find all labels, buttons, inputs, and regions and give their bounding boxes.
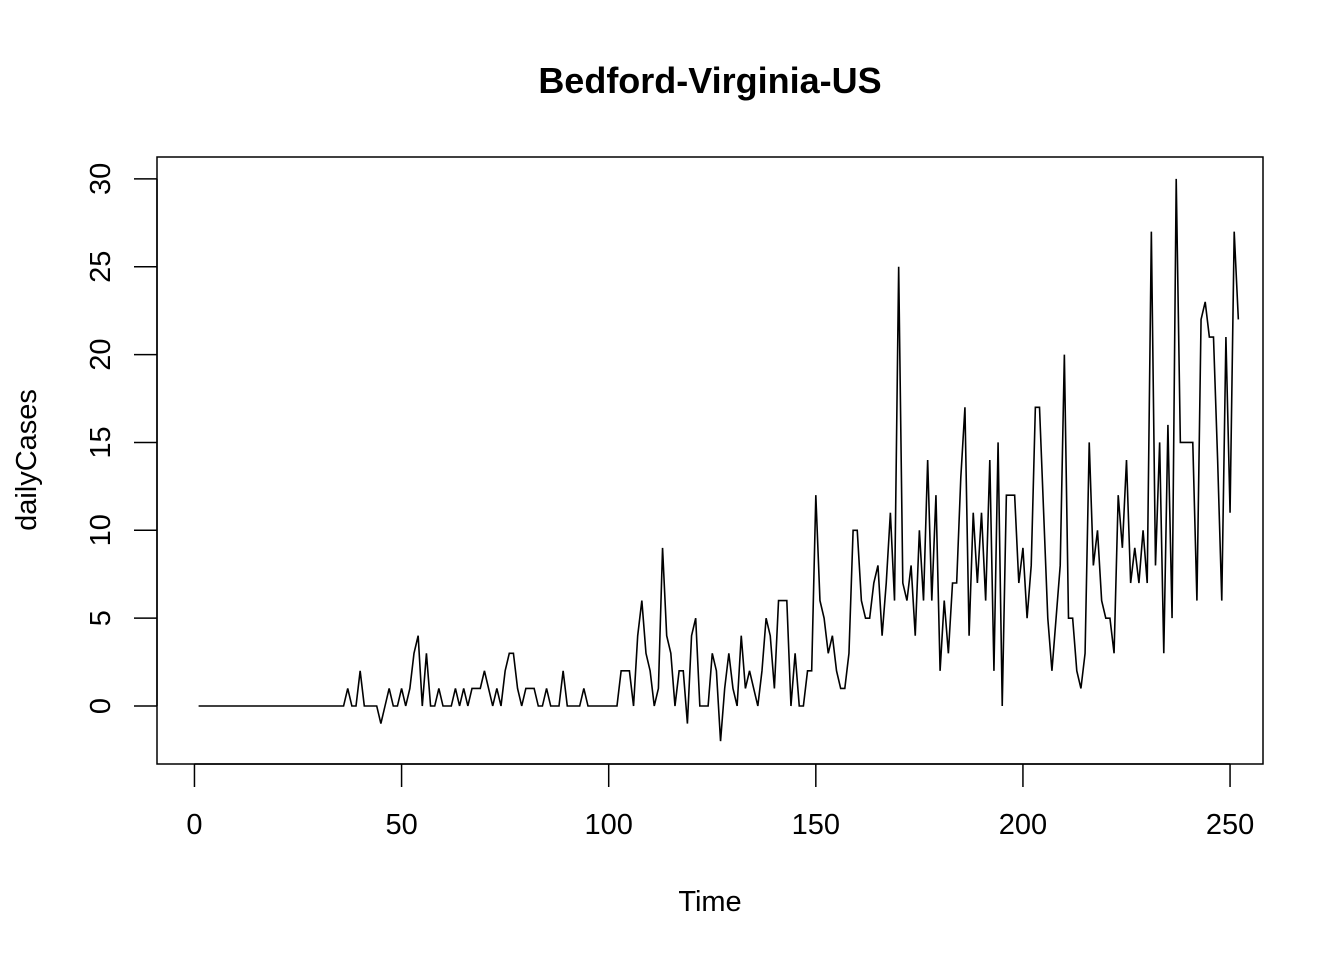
x-tick-label: 50	[385, 809, 417, 841]
x-tick-label: 250	[1206, 809, 1254, 841]
y-tick-label: 25	[85, 251, 117, 283]
y-axis-label: dailyCases	[11, 389, 43, 531]
y-tick-label: 15	[85, 426, 117, 458]
x-axis-label: Time	[678, 886, 741, 918]
y-tick-label: 10	[85, 514, 117, 546]
y-axis: 0 5 10 15 20 25 30	[85, 163, 158, 714]
y-tick-label: 0	[85, 698, 117, 714]
chart-title: Bedford-Virginia-US	[538, 60, 881, 101]
series-line	[198, 178, 1240, 742]
x-axis: 0 50 100 150 200 250	[186, 763, 1254, 841]
y-tick-label: 5	[85, 610, 117, 626]
x-tick-label: 0	[186, 809, 202, 841]
y-tick-label: 20	[85, 338, 117, 370]
y-tick-label: 30	[85, 163, 117, 195]
x-tick-label: 200	[999, 809, 1047, 841]
x-tick-label: 150	[792, 809, 840, 841]
x-tick-label: 100	[585, 809, 633, 841]
